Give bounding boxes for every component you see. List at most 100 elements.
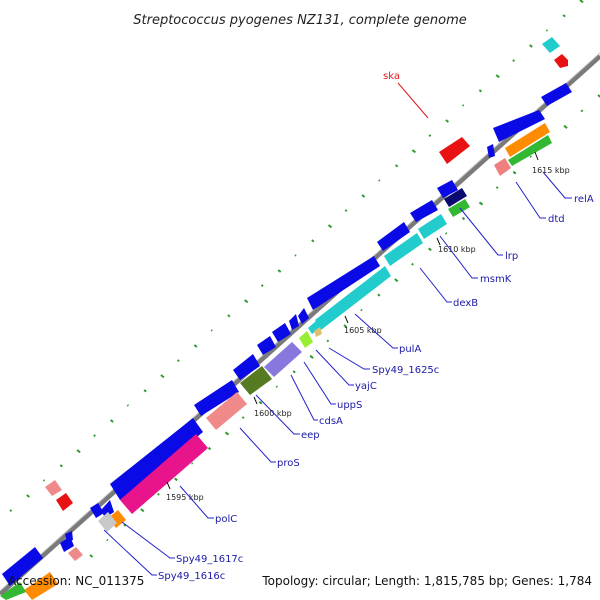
gene-arrow-red[interactable] <box>554 54 568 68</box>
gc-skew-mark <box>444 232 448 235</box>
gene-label-pulA[interactable]: pulA <box>399 344 421 355</box>
gc-skew-outer-track <box>9 0 600 558</box>
gene-block[interactable] <box>448 199 470 217</box>
gc-skew-mark <box>394 164 399 168</box>
gene-block[interactable] <box>24 572 58 600</box>
gene-label-proS[interactable]: proS <box>277 458 300 469</box>
gene-label-dexB[interactable]: dexB <box>453 298 478 309</box>
gc-skew-mark <box>378 179 381 182</box>
gene-block[interactable] <box>98 512 117 532</box>
gene-label-msmK[interactable]: msmK <box>480 274 512 285</box>
gene-arrow[interactable] <box>289 314 299 330</box>
gc-skew-mark <box>428 134 432 137</box>
gene-block[interactable] <box>0 582 26 600</box>
gc-skew-mark <box>309 354 314 359</box>
gene-block[interactable] <box>120 434 208 514</box>
gene-arrow[interactable] <box>110 418 203 500</box>
gc-skew-mark <box>176 359 180 362</box>
gene-arrow[interactable] <box>307 256 380 310</box>
gc-skew-mark <box>59 464 63 468</box>
gene-block[interactable] <box>444 188 467 207</box>
gc-skew-mark <box>344 209 348 212</box>
gene-arrow[interactable] <box>541 83 572 106</box>
gene-arrow[interactable] <box>101 500 114 518</box>
gc-skew-mark <box>411 262 414 266</box>
gc-skew-mark <box>258 400 263 405</box>
gene-label-ska[interactable]: ska <box>383 71 400 82</box>
gene-arrow[interactable] <box>65 531 73 542</box>
gc-skew-mark <box>461 216 466 221</box>
kbp-label-1600: 1600 kbp <box>254 409 292 418</box>
gene-label-spy49-1625c[interactable]: Spy49_1625c <box>372 365 439 376</box>
gene-block[interactable] <box>308 321 320 334</box>
gc-skew-mark <box>93 434 96 437</box>
gc-skew-mark <box>394 278 399 283</box>
gene-label-eep[interactable]: eep <box>301 430 320 441</box>
gc-skew-mark <box>461 104 465 107</box>
gc-skew-mark <box>428 247 432 252</box>
gene-block[interactable] <box>68 547 83 561</box>
gene-arrow[interactable] <box>257 336 276 355</box>
gc-skew-mark <box>224 431 230 436</box>
gene-label-polC[interactable]: polC <box>215 514 237 525</box>
gene-block[interactable] <box>240 366 272 395</box>
gene-block[interactable] <box>505 123 550 157</box>
gc-skew-mark <box>311 239 315 243</box>
gene-label-lrp[interactable]: lrp <box>505 251 518 262</box>
gene-block[interactable] <box>542 37 560 53</box>
gene-arrow[interactable] <box>410 200 438 222</box>
gene-labels: relA dtd lrp msmK dexB pulA Spy49_1625c … <box>158 71 594 582</box>
gene-arrow[interactable] <box>487 144 495 158</box>
gene-block[interactable] <box>45 480 62 496</box>
kbp-ticks: 1615 kbp 1610 kbp 1605 kbp 1600 kbp 1595… <box>166 151 570 502</box>
gc-skew-mark <box>478 89 483 93</box>
gc-skew-mark <box>529 44 533 48</box>
gc-skew-mark <box>241 416 245 419</box>
gc-skew-mark <box>26 494 30 498</box>
gc-skew-mark <box>160 374 165 379</box>
gene-arrow[interactable] <box>194 380 239 416</box>
gene-block[interactable] <box>494 158 511 176</box>
gene-block[interactable] <box>508 135 552 166</box>
gene-label-spy49-1617c[interactable]: Spy49_1617c <box>176 554 243 565</box>
gene-block[interactable] <box>384 233 423 266</box>
gene-label-dtd[interactable]: dtd <box>548 214 565 225</box>
gene-arrow[interactable] <box>377 222 410 251</box>
gc-skew-mark <box>495 186 499 189</box>
gene-block[interactable] <box>314 327 322 337</box>
gene-arrow[interactable] <box>298 308 309 324</box>
map-title: Streptococcus pyogenes NZ131, complete g… <box>133 13 467 28</box>
gene-label-uppS[interactable]: uppS <box>337 400 362 411</box>
gene-block[interactable] <box>206 392 247 430</box>
gc-skew-mark <box>193 344 198 348</box>
gene-block[interactable] <box>418 214 447 239</box>
gc-skew-mark <box>126 404 130 407</box>
gene-arrow[interactable] <box>272 323 291 342</box>
gc-skew-mark <box>260 284 264 287</box>
gene-arrow[interactable] <box>233 354 260 380</box>
gene-arrow-red[interactable] <box>56 493 73 511</box>
gc-skew-mark <box>190 462 194 465</box>
gene-block[interactable] <box>299 331 313 348</box>
gene-label-spy49-1616c[interactable]: Spy49_1616c <box>158 571 225 582</box>
gc-skew-mark <box>512 170 517 175</box>
topology-label: Topology: circular; Length: 1,815,785 bp… <box>261 574 592 588</box>
gene-arrow[interactable] <box>2 547 43 586</box>
gene-block[interactable] <box>315 266 391 330</box>
gc-skew-mark <box>42 479 46 482</box>
gene-arrow[interactable] <box>437 180 458 198</box>
gene-label-relA[interactable]: relA <box>574 194 594 205</box>
gc-skew-mark <box>89 554 94 558</box>
gene-label-yajC[interactable]: yajC <box>355 381 377 392</box>
gc-skew-mark <box>529 155 532 158</box>
gc-skew-mark <box>545 29 549 32</box>
gene-arrow[interactable] <box>493 110 545 142</box>
gene-block[interactable] <box>264 342 302 377</box>
gc-skew-mark <box>210 329 213 332</box>
ska-gene[interactable] <box>439 137 470 164</box>
gene-arrow[interactable] <box>90 503 104 518</box>
gc-skew-mark <box>277 269 282 273</box>
gene-label-cdsA[interactable]: cdsA <box>319 416 343 427</box>
